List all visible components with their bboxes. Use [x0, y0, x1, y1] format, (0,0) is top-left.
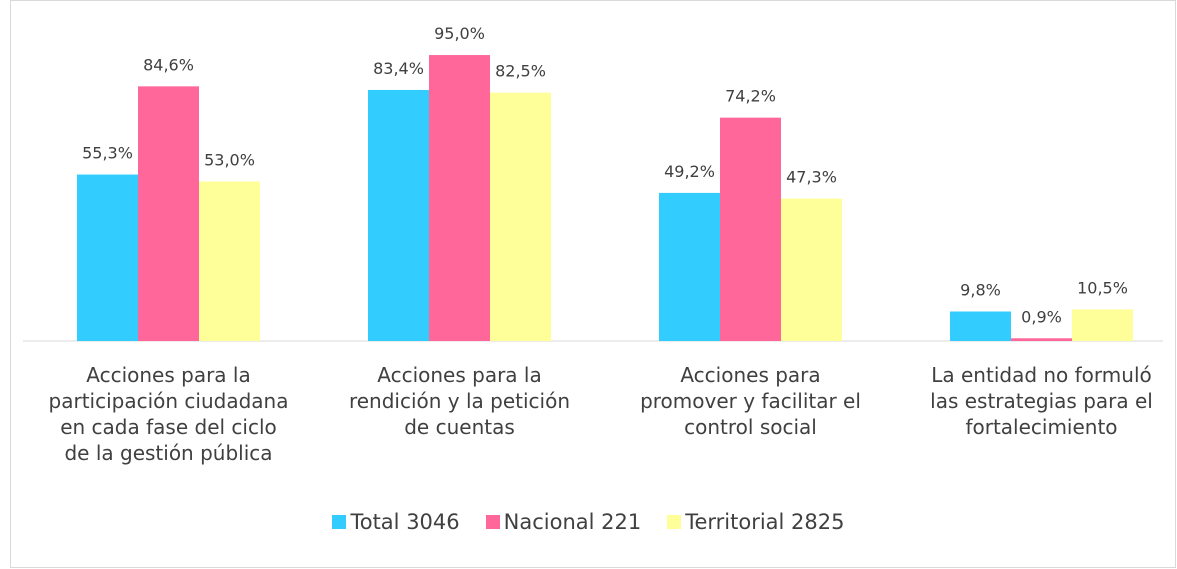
x-tick-label: Acciones para promover y facilitar el co… — [640, 363, 861, 439]
value-label: 95,0% — [434, 24, 485, 43]
bar — [720, 117, 781, 342]
value-label: 83,4% — [373, 59, 424, 78]
bar — [368, 89, 429, 341]
bar — [490, 92, 551, 341]
legend-swatch — [485, 515, 500, 529]
legend-label: Territorial 2825 — [685, 510, 845, 534]
value-label: 49,2% — [664, 162, 715, 181]
value-label: 74,2% — [725, 87, 776, 106]
value-label: 47,3% — [786, 168, 837, 187]
legend-item: Nacional 221 — [485, 510, 642, 534]
legend-label: Total 3046 — [350, 510, 460, 534]
value-label: 10,5% — [1077, 278, 1128, 297]
bar — [781, 198, 842, 341]
value-label: 55,3% — [82, 144, 133, 163]
value-label: 9,8% — [960, 281, 1001, 300]
bar — [1072, 309, 1133, 341]
value-label: 53,0% — [204, 150, 255, 169]
bar — [199, 181, 260, 341]
value-label: 82,5% — [495, 62, 546, 81]
legend-item: Territorial 2825 — [667, 510, 845, 534]
value-label: 84,6% — [143, 55, 194, 74]
legend-item: Total 3046 — [332, 510, 460, 534]
x-tick-label: Acciones para la rendición y la petición… — [348, 363, 571, 439]
chart-border — [10, 0, 1176, 568]
bar — [1011, 338, 1072, 341]
bar — [77, 174, 138, 341]
bar — [429, 55, 490, 342]
legend-swatch — [332, 515, 347, 529]
x-tick-label: Acciones para la participación ciudadana… — [48, 363, 289, 465]
legend-label: Nacional 221 — [503, 510, 642, 534]
legend: Total 3046 Nacional 221 Territorial 2825 — [0, 510, 1177, 534]
legend-swatch — [667, 515, 682, 529]
x-tick-label: La entidad no formuló las estrategias pa… — [930, 363, 1153, 439]
bar — [659, 192, 720, 341]
bar — [138, 86, 199, 341]
value-label: 0,9% — [1021, 307, 1062, 326]
bar — [950, 311, 1011, 341]
